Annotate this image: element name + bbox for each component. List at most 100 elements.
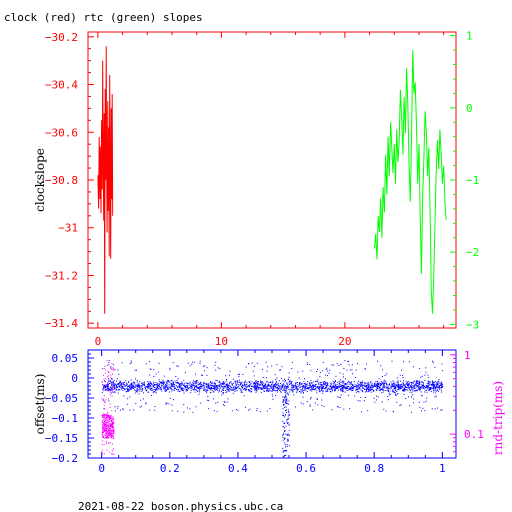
offset-point	[421, 395, 423, 397]
offset-point	[317, 379, 319, 381]
offset-point	[392, 389, 394, 391]
top-y2-tick-label: −2	[466, 246, 479, 259]
offset-point	[170, 382, 172, 384]
offset-point	[239, 373, 240, 375]
offset-point	[219, 382, 221, 384]
offset-point	[432, 382, 434, 384]
offset-point	[267, 382, 269, 384]
offset-point	[339, 386, 341, 387]
offset-point	[193, 384, 195, 386]
offset-point	[383, 408, 385, 410]
offset-point	[165, 402, 167, 404]
offset-point	[202, 374, 204, 376]
offset-point	[388, 394, 390, 396]
offset-point	[379, 390, 381, 392]
offset-point	[147, 382, 149, 384]
offset-point	[208, 382, 210, 384]
offset-point	[116, 385, 117, 387]
rnd-trip-point	[112, 430, 114, 432]
offset-point	[427, 386, 429, 387]
offset-point	[377, 396, 379, 398]
offset-point	[263, 385, 265, 387]
offset-point	[248, 381, 250, 383]
offset-point	[239, 381, 241, 383]
rnd-trip-point	[101, 381, 103, 383]
offset-point	[141, 405, 143, 407]
offset-point	[333, 385, 335, 387]
offset-point	[236, 408, 237, 410]
offset-point	[337, 406, 339, 408]
offset-point	[387, 399, 389, 401]
offset-point	[224, 384, 226, 386]
rnd-trip-point	[110, 430, 112, 432]
offset-point	[193, 384, 194, 386]
offset-point	[285, 396, 287, 398]
rnd-trip-point	[110, 433, 112, 435]
rnd-trip-point	[103, 419, 105, 421]
offset-point	[321, 405, 323, 407]
offset-point	[285, 433, 287, 435]
rnd-trip-point	[105, 432, 107, 434]
offset-point	[214, 364, 216, 366]
offset-point	[305, 389, 306, 391]
offset-point	[319, 388, 320, 390]
offset-point	[129, 387, 131, 389]
offset-point	[325, 383, 327, 385]
offset-point	[137, 386, 139, 388]
offset-point	[419, 389, 421, 390]
offset-point	[256, 381, 258, 383]
offset-point	[342, 387, 344, 388]
offset-point	[213, 386, 215, 387]
offset-point	[306, 363, 308, 365]
offset-point	[287, 439, 289, 441]
offset-point	[138, 389, 140, 390]
offset-point	[244, 383, 246, 385]
offset-point	[118, 373, 120, 375]
offset-point	[219, 387, 221, 389]
offset-point	[351, 381, 353, 383]
offset-point	[180, 382, 182, 384]
offset-point	[330, 384, 332, 386]
offset-point	[365, 382, 367, 384]
offset-point	[302, 403, 304, 405]
offset-point	[278, 380, 280, 382]
rnd-trip-point	[113, 422, 114, 423]
offset-point	[441, 386, 443, 388]
offset-point	[338, 385, 340, 387]
offset-point	[300, 386, 302, 388]
offset-point	[308, 387, 310, 388]
offset-point	[131, 362, 132, 364]
offset-point	[161, 382, 162, 384]
offset-point	[171, 390, 173, 392]
offset-point	[249, 386, 250, 388]
rnd-trip-point	[109, 420, 111, 422]
offset-point	[348, 388, 350, 390]
offset-point	[286, 421, 288, 423]
offset-point	[342, 390, 344, 392]
offset-point	[351, 364, 353, 366]
offset-point	[156, 388, 158, 390]
offset-point	[279, 390, 281, 392]
offset-point	[204, 387, 206, 389]
offset-point	[370, 381, 372, 382]
offset-point	[176, 382, 178, 384]
offset-point	[274, 384, 276, 386]
rnd-trip-point	[112, 420, 114, 422]
offset-point	[142, 384, 144, 386]
offset-point	[175, 385, 177, 387]
offset-point	[135, 386, 137, 388]
offset-point	[277, 382, 279, 384]
offset-point	[334, 386, 336, 388]
offset-point	[409, 405, 411, 407]
offset-point	[290, 381, 292, 383]
offset-point	[219, 368, 221, 370]
offset-point	[397, 393, 399, 395]
offset-point	[318, 387, 320, 389]
offset-point	[129, 384, 131, 386]
offset-point	[434, 385, 436, 387]
offset-point	[183, 379, 185, 381]
offset-point	[432, 383, 434, 385]
offset-point	[254, 385, 256, 386]
rnd-trip-point	[104, 420, 105, 422]
offset-point	[346, 386, 347, 388]
